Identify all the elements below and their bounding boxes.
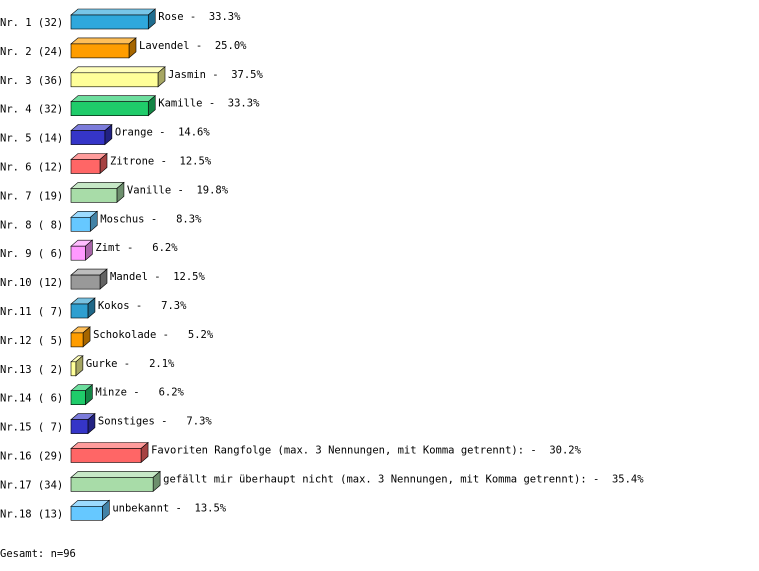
value-label: Vanille - 19.8% <box>127 184 229 196</box>
bar <box>70 505 103 521</box>
value-label: Minze - 6.2% <box>95 387 184 399</box>
value-label: Mandel - 12.5% <box>110 271 206 283</box>
row-label: Nr. 2 (24) <box>0 46 63 58</box>
row-label: Nr.13 ( 2) <box>0 364 63 376</box>
bar <box>70 101 149 116</box>
value-label: Sonstiges - 7.3% <box>98 416 212 428</box>
bar <box>70 43 130 59</box>
value-label: Rose - 33.3% <box>158 11 241 23</box>
row-label: Nr. 4 (32) <box>0 104 63 116</box>
row-label: Nr.11 ( 7) <box>0 306 63 318</box>
value-label: Lavendel - 25.0% <box>139 40 247 52</box>
bar <box>70 274 101 290</box>
bar-top <box>70 442 149 449</box>
row-label: Nr. 1 (32) <box>0 17 63 29</box>
bar <box>70 159 101 174</box>
row-label: Nr. 3 (36) <box>0 75 63 87</box>
value-label: Kamille - 33.3% <box>158 98 260 110</box>
bar <box>70 390 86 406</box>
row-label: Nr.12 ( 5) <box>0 335 63 347</box>
bar <box>70 130 106 145</box>
value-label: Kokos - 7.3% <box>98 300 187 312</box>
value-label: Moschus - 8.3% <box>100 213 202 225</box>
bar <box>70 332 84 348</box>
bar <box>70 448 142 463</box>
value-label: Jasmin - 37.5% <box>168 69 264 81</box>
value-label: Zimt - 6.2% <box>95 242 178 254</box>
bar <box>70 419 89 434</box>
value-label: gefällt mir überhaupt nicht (max. 3 Nenn… <box>163 473 644 485</box>
row-label: Nr. 9 ( 6) <box>0 248 63 260</box>
bar <box>70 72 159 88</box>
value-label: Favoriten Rangfolge (max. 3 Nennungen, m… <box>151 445 582 457</box>
bar <box>70 217 91 232</box>
row-label: Nr.14 ( 6) <box>0 393 63 405</box>
bar <box>70 303 89 319</box>
row-label: Nr.16 (29) <box>0 451 63 463</box>
row-label: Nr.18 (13) <box>0 508 63 520</box>
bar <box>70 188 118 203</box>
bar-top <box>70 8 157 16</box>
value-label: Gurke - 2.1% <box>86 358 175 370</box>
bar <box>70 14 149 30</box>
row-label: Nr.10 (12) <box>0 277 63 289</box>
bar-top <box>70 182 125 189</box>
bar-top <box>70 66 166 74</box>
footer: Gesamt: n=96 <box>0 548 76 560</box>
bar <box>70 361 77 377</box>
row-label: Nr.17 (34) <box>0 479 63 491</box>
row-label: Nr. 8 ( 8) <box>0 219 63 231</box>
row-label: Nr.15 ( 7) <box>0 422 63 434</box>
bar <box>70 245 86 261</box>
bar-top <box>70 37 137 45</box>
value-label: unbekannt - 13.5% <box>112 502 226 514</box>
value-label: Orange - 14.6% <box>115 127 211 139</box>
bar <box>70 477 154 492</box>
bar-top <box>70 95 157 102</box>
value-label: Schokolade - 5.2% <box>93 329 214 341</box>
bar-top <box>70 471 161 478</box>
row-label: Nr. 7 (19) <box>0 190 63 202</box>
row-label: Nr. 5 (14) <box>0 133 63 145</box>
value-label: Zitrone - 12.5% <box>110 156 212 168</box>
row-label: Nr. 6 (12) <box>0 162 63 174</box>
